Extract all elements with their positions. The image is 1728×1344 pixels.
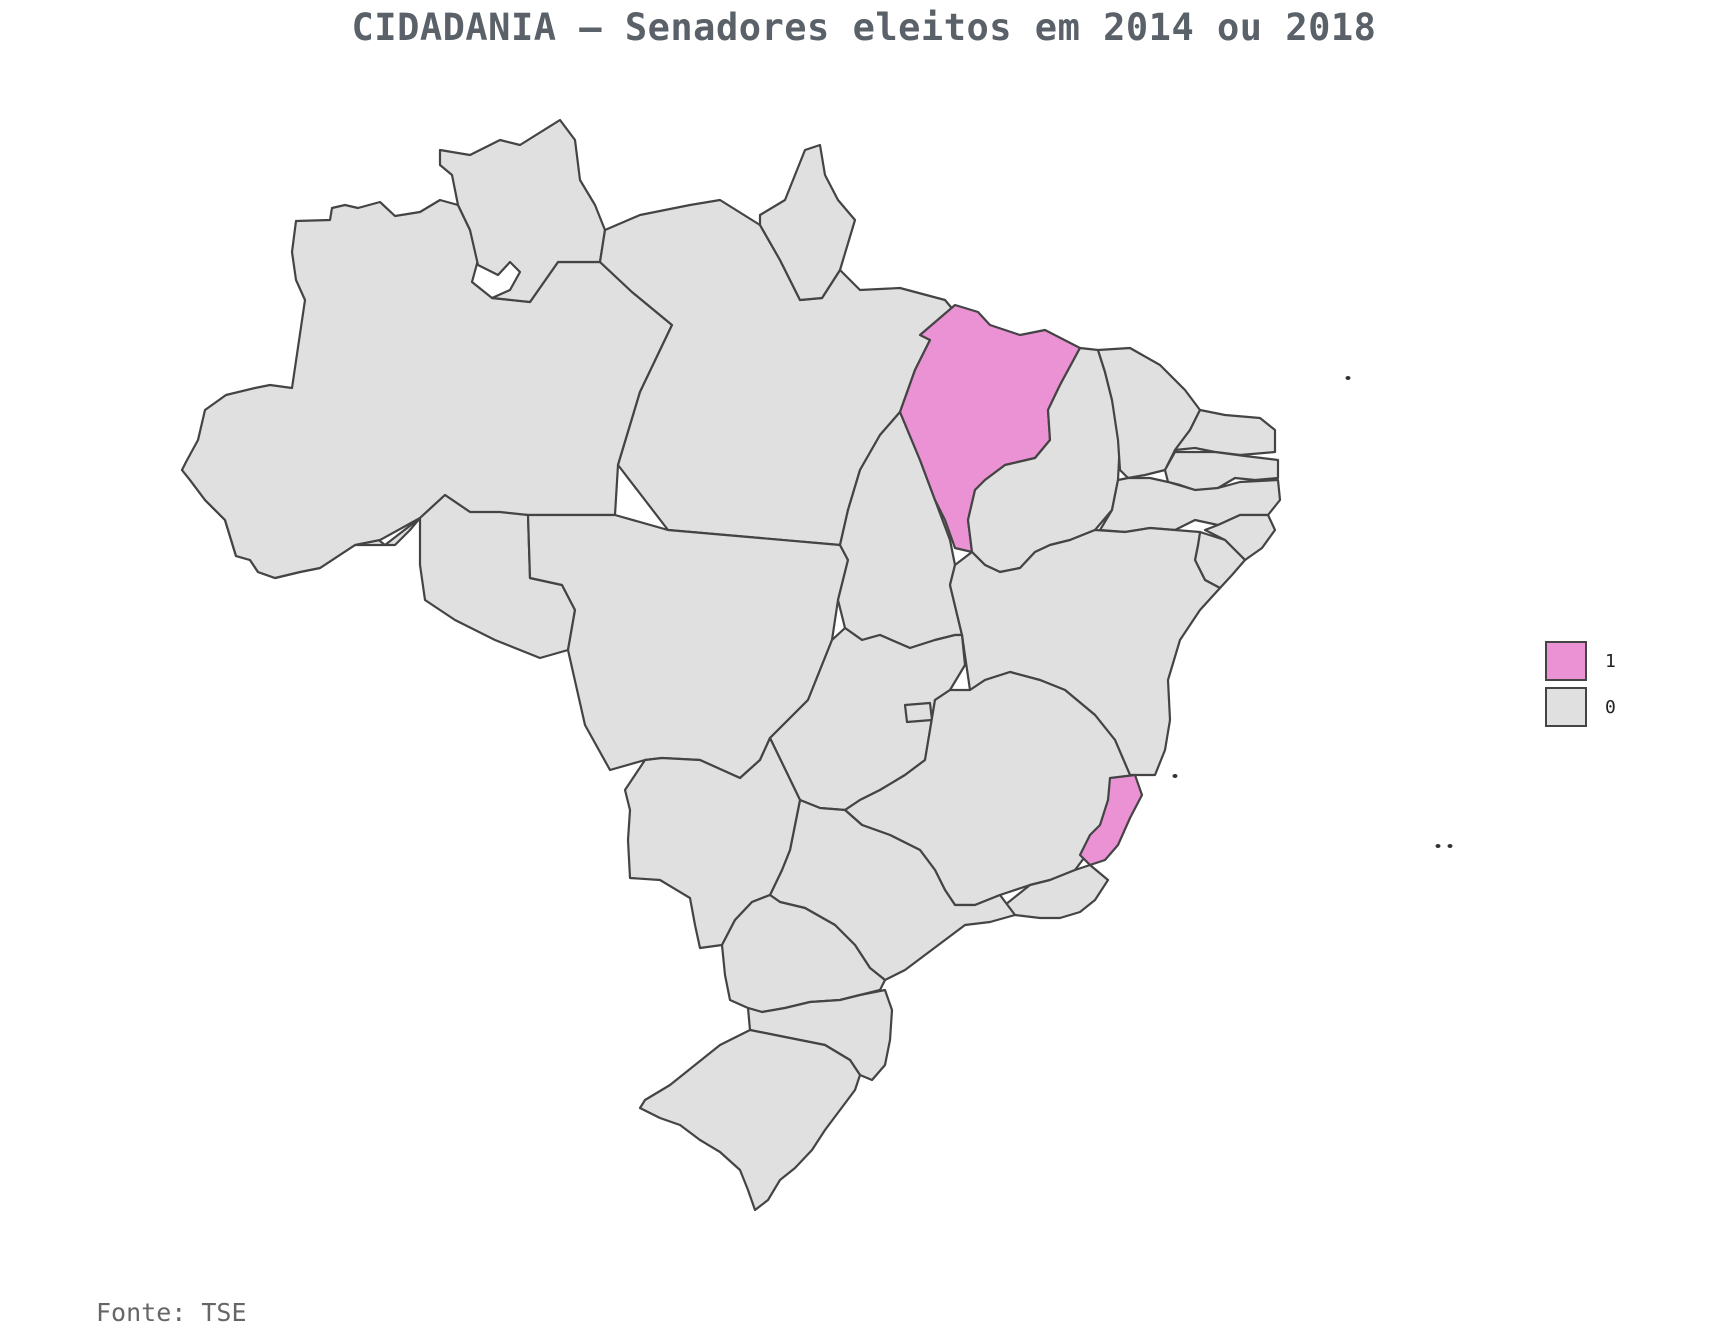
state-roraima: [438, 118, 607, 304]
legend-item-0: 0: [1545, 684, 1616, 730]
state-espirito-santo: [1078, 773, 1144, 867]
state-distrito-federal: [903, 701, 934, 724]
legend-label-0: 0: [1605, 696, 1616, 718]
legend-swatch-0: [1545, 687, 1587, 727]
state-amapa: [758, 143, 857, 302]
legend: 1 0: [1545, 638, 1616, 730]
island-mark: [1447, 844, 1453, 848]
legend-swatch-1: [1545, 641, 1587, 681]
map-title: CIDADANIA – Senadores eleitos em 2014 ou…: [351, 6, 1377, 49]
source-caption: Fonte: TSE: [96, 1298, 247, 1327]
state-bahia: [948, 526, 1222, 777]
island-mark: [1435, 844, 1441, 848]
state-rio-grande-do-sul: [638, 1028, 862, 1212]
island-mark: [1345, 376, 1351, 380]
legend-item-1: 1: [1545, 638, 1616, 684]
legend-label-1: 1: [1605, 650, 1616, 672]
island-mark: [1172, 774, 1178, 778]
